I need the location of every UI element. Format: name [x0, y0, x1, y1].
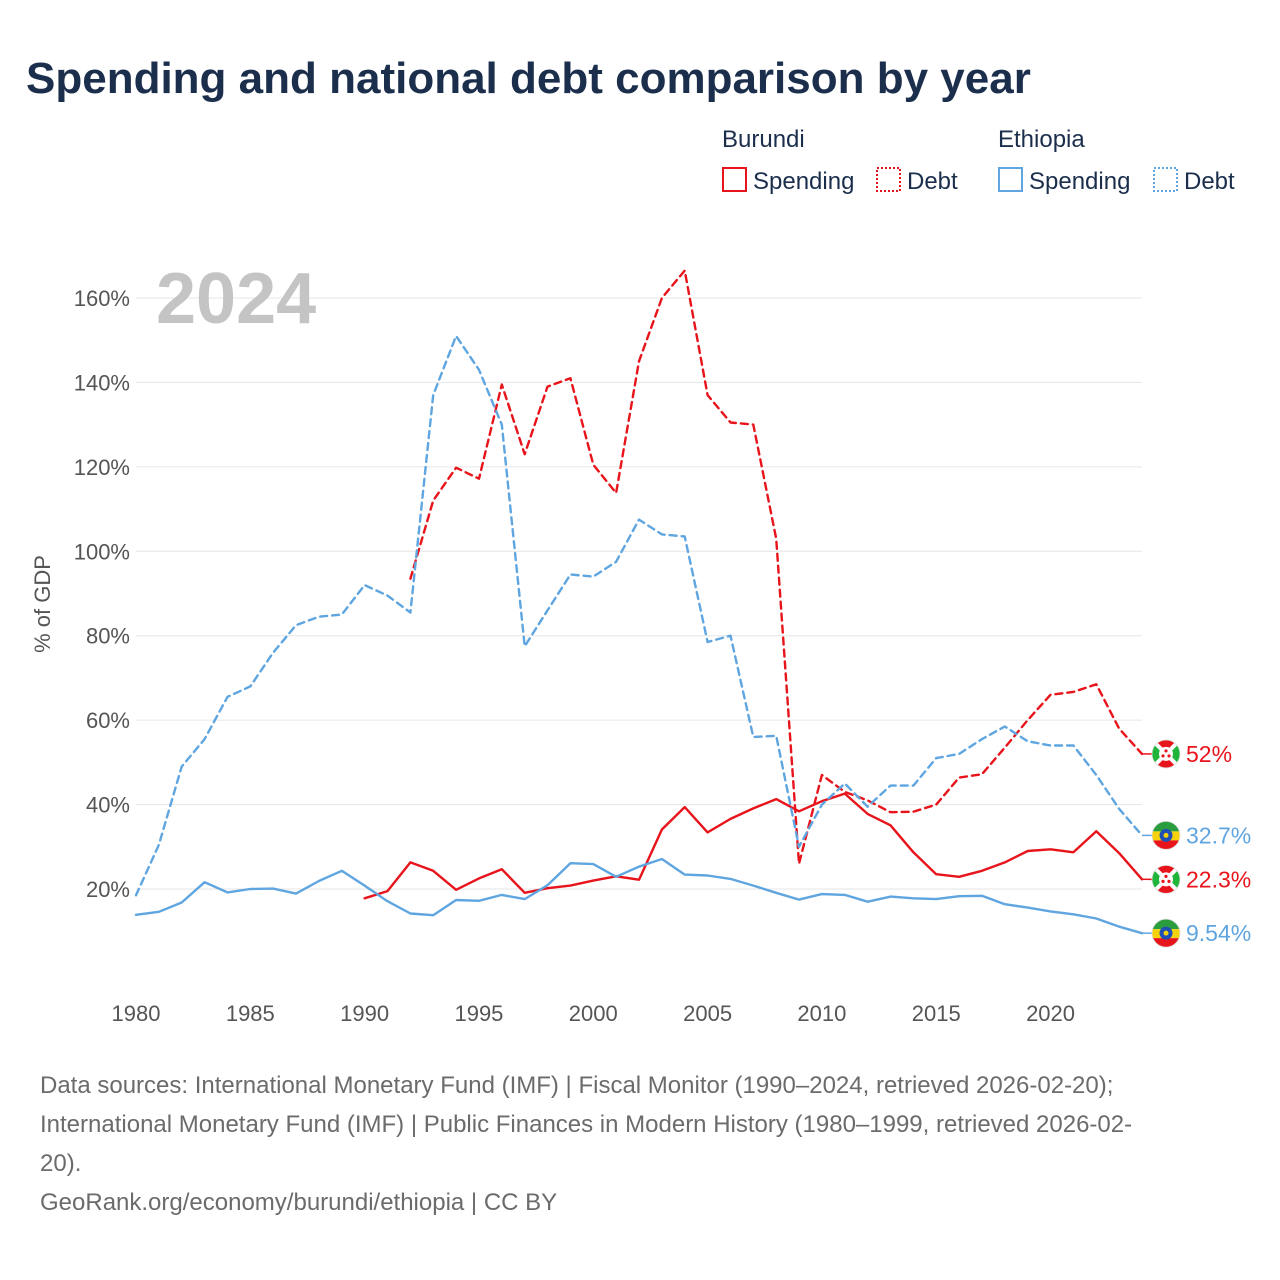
x-tick-label: 1990 [340, 1001, 389, 1026]
year-label: 2024 [156, 259, 316, 339]
gridlines [136, 297, 1142, 890]
legend-swatch-ethiopia-debt [1153, 167, 1178, 192]
legend-group-ethiopia: Ethiopia Spending Debt [998, 126, 1235, 195]
legend-label-ethiopia-debt: Debt [1184, 168, 1235, 195]
ethiopia-flag-icon [1151, 918, 1181, 948]
series-line-burundi-spending [363, 792, 1144, 900]
y-tick-label: 20% [86, 877, 130, 902]
legend: Burundi Spending Debt Ethiopia Spending … [722, 126, 1235, 195]
series-line-burundi-debt [409, 269, 1144, 865]
x-axis-ticks: 1980 1985 1990 1995 2000 2005 2010 2015 2020 [112, 1001, 1075, 1026]
x-tick-label: 1995 [454, 1001, 503, 1026]
legend-swatch-ethiopia-spending [998, 167, 1023, 192]
end-label-ethiopia-spending: 9.54% [1186, 920, 1251, 946]
y-axis-ticks: 20% 40% 60% 80% 100% 120% 140% 160% [74, 286, 130, 902]
end-markers: 52% 32.7% 22.3% 9.54% [1141, 739, 1251, 948]
legend-country-ethiopia: Ethiopia [998, 126, 1085, 153]
y-tick-label: 100% [74, 539, 130, 564]
ethiopia-flag-icon [1151, 820, 1181, 850]
x-tick-label: 2015 [912, 1001, 961, 1026]
source-line-1: Data sources: International Monetary Fun… [40, 1072, 1113, 1099]
burundi-flag-icon [1151, 864, 1181, 894]
end-label-burundi-spending: 22.3% [1186, 866, 1251, 892]
series-lines [134, 269, 1144, 935]
legend-group-burundi: Burundi Spending Debt [722, 126, 958, 195]
burundi-flag-icon [1151, 739, 1181, 769]
x-tick-label: 2000 [569, 1001, 618, 1026]
series-line-ethiopia-debt [134, 334, 1144, 897]
source-line-2: International Monetary Fund (IMF) | Publ… [40, 1111, 1132, 1138]
legend-label-burundi-spending: Spending [753, 168, 854, 195]
y-tick-label: 160% [74, 286, 130, 311]
sources: Data sources: International Monetary Fun… [40, 1072, 1132, 1216]
source-line-3: 20). [40, 1150, 81, 1177]
y-tick-label: 60% [86, 708, 130, 733]
y-tick-label: 120% [74, 455, 130, 480]
x-tick-label: 2005 [683, 1001, 732, 1026]
y-tick-label: 140% [74, 370, 130, 395]
y-tick-label: 80% [86, 624, 130, 649]
legend-label-burundi-debt: Debt [907, 168, 958, 195]
chart-title: Spending and national debt comparison by… [26, 54, 1031, 103]
x-tick-label: 2010 [797, 1001, 846, 1026]
x-tick-label: 2020 [1026, 1001, 1075, 1026]
legend-swatch-burundi-debt [876, 167, 901, 192]
x-tick-label: 1985 [226, 1001, 275, 1026]
legend-swatch-burundi-spending [722, 167, 747, 192]
y-axis-title: % of GDP [30, 555, 55, 653]
source-credit: GeoRank.org/economy/burundi/ethiopia | C… [40, 1189, 557, 1216]
end-label-ethiopia-debt: 32.7% [1186, 822, 1251, 848]
end-label-burundi-debt: 52% [1186, 741, 1232, 767]
legend-label-ethiopia-spending: Spending [1029, 168, 1130, 195]
y-tick-label: 40% [86, 793, 130, 818]
x-tick-label: 1980 [112, 1001, 161, 1026]
legend-country-burundi: Burundi [722, 126, 805, 153]
series-line-ethiopia-spending [134, 857, 1144, 935]
